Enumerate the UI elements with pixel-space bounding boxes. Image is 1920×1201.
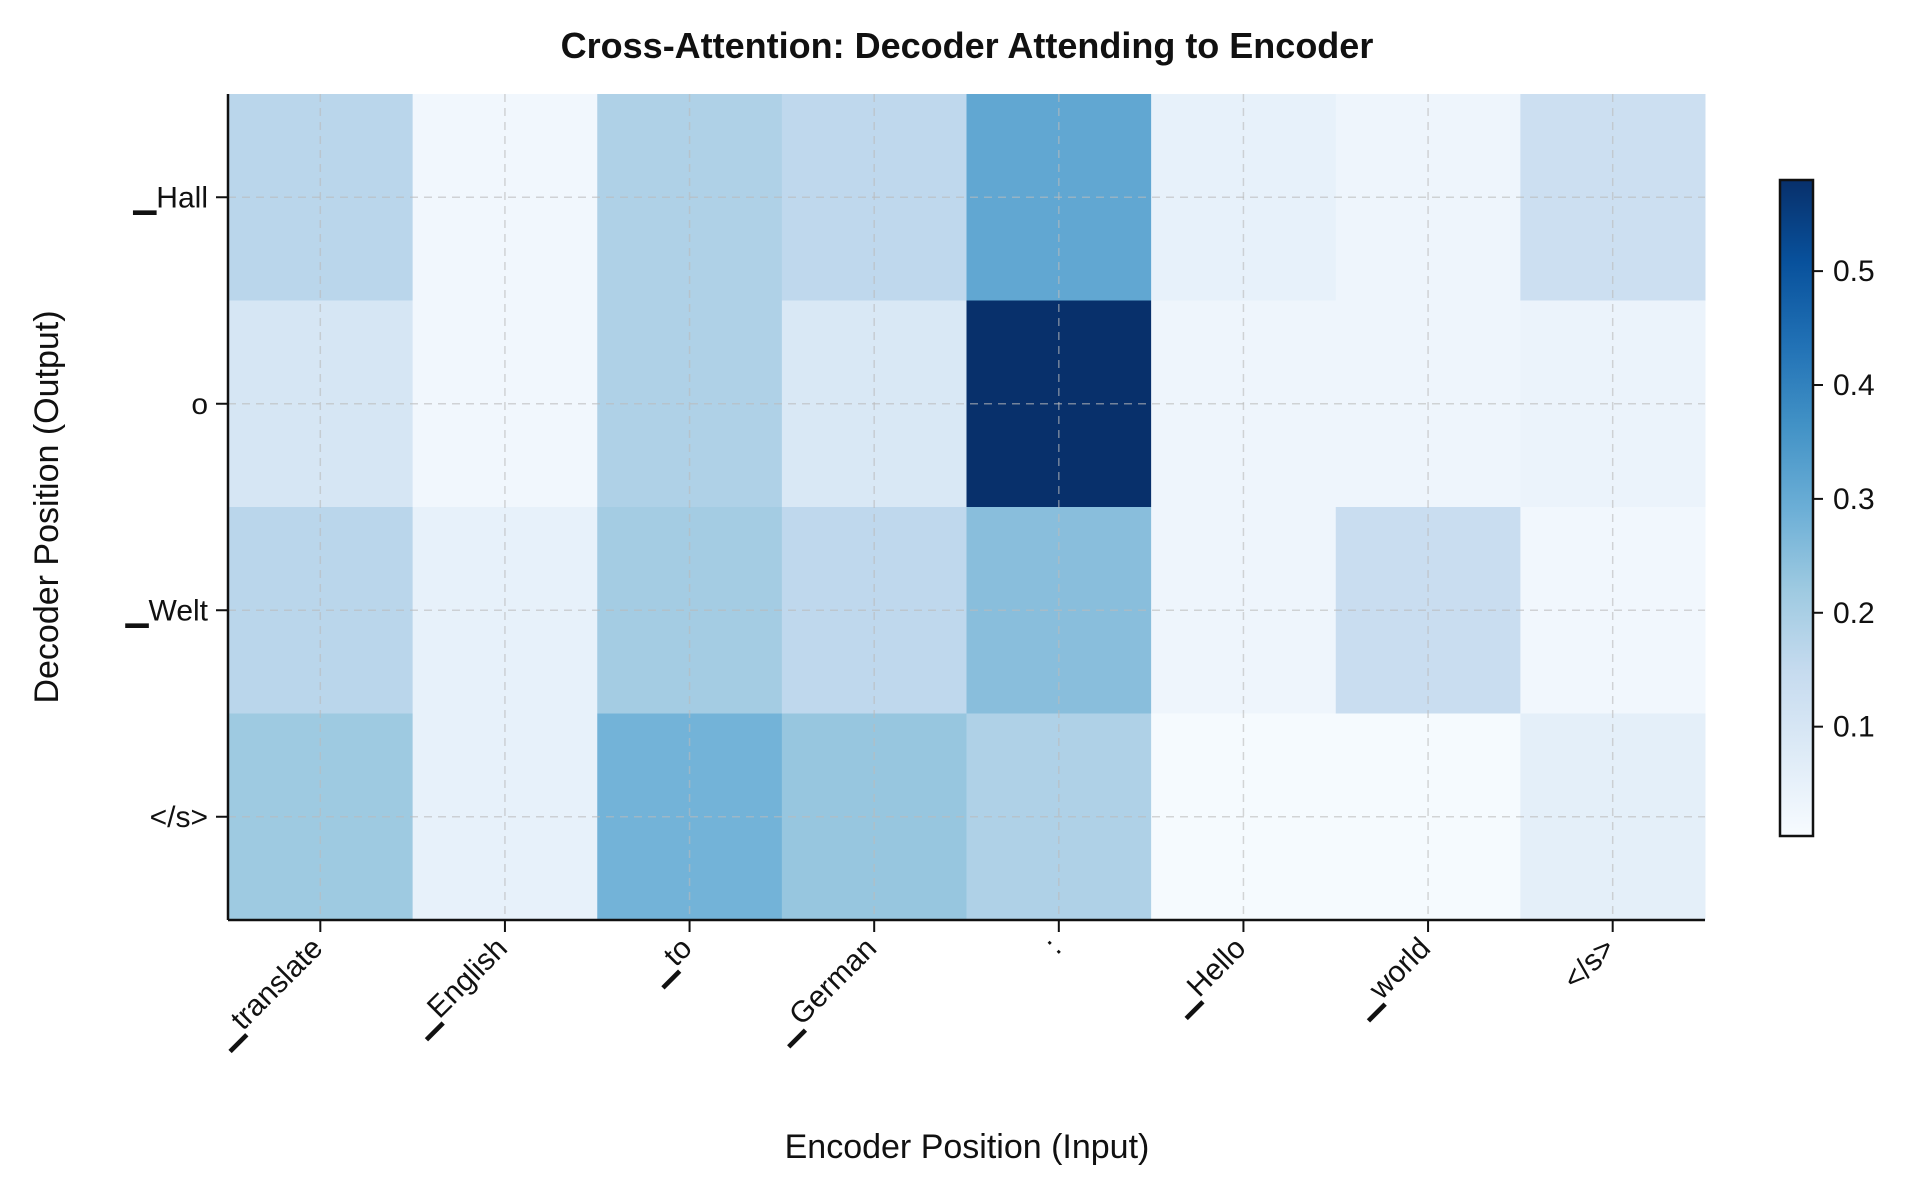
x-tick-label: ▁German	[766, 932, 884, 1050]
colorbar-tick-label: 0.3	[1833, 483, 1875, 516]
x-tick-label: ▁Hello	[1164, 932, 1253, 1021]
y-tick-label: ▁Hall	[132, 181, 208, 215]
x-tick-label: ▁world	[1346, 932, 1438, 1024]
y-tick-label: o	[191, 388, 208, 421]
colorbar-tick-label: 0.5	[1833, 255, 1875, 288]
x-axis-label: Encoder Position (Input)	[785, 1128, 1150, 1166]
x-tick-label: :	[1039, 932, 1068, 961]
x-tick-label: ▁English	[404, 932, 515, 1043]
colorbar-tick-label: 0.4	[1833, 369, 1875, 402]
y-axis-label: Decoder Position (Output)	[28, 310, 66, 703]
x-tick-label: ▁to	[640, 932, 699, 991]
colorbar-tick-label: 0.1	[1833, 711, 1875, 744]
y-tick-label: ▁Welt	[124, 594, 208, 628]
colorbar	[1778, 178, 1815, 838]
y-tick-label: </s>	[150, 801, 208, 834]
chart-title: Cross-Attention: Decoder Attending to En…	[561, 25, 1374, 66]
x-tick-label: ▁translate	[208, 932, 330, 1054]
colorbar-tick-label: 0.2	[1833, 597, 1875, 630]
x-tick-label: </s>	[1557, 932, 1622, 997]
